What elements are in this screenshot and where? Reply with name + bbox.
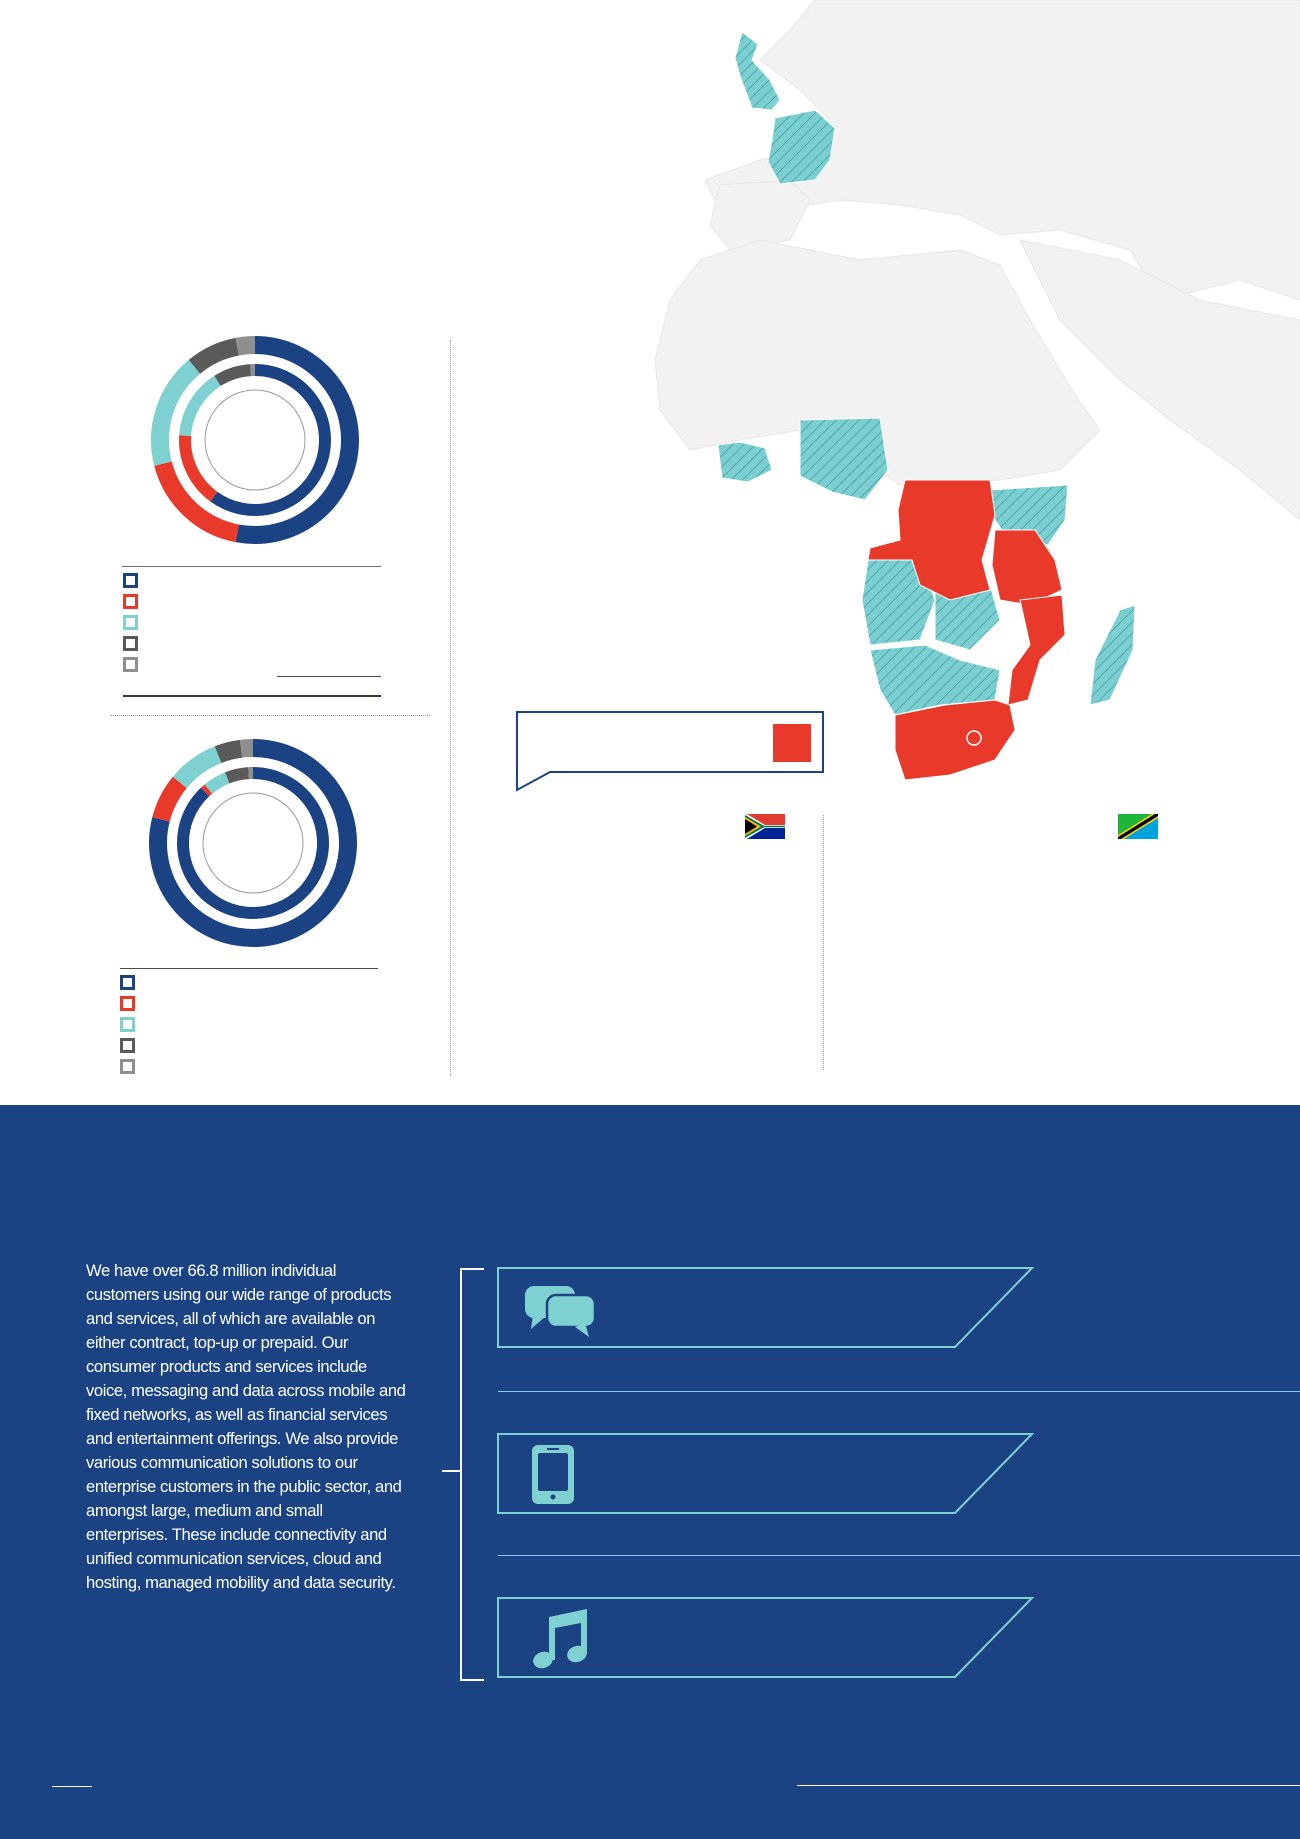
service-separator <box>498 1555 1300 1556</box>
chat-bubbles-icon <box>525 1286 597 1337</box>
legend-1-item <box>123 654 146 675</box>
donut-chart-2 <box>149 739 357 947</box>
legend-1-bottom-rule <box>123 695 381 697</box>
service-banner-entertainment <box>497 1597 1035 1678</box>
donut-2-inner-slice-1 <box>177 767 329 919</box>
coverage-map <box>654 0 1300 781</box>
donut-2-outer-slice-1 <box>149 739 357 947</box>
map-region-west-africa <box>717 441 773 483</box>
map-region-lesotho <box>966 730 982 746</box>
legend-1-top-rule <box>122 566 381 567</box>
donut-1-outer-slice-1 <box>235 336 359 544</box>
map-region-united-kingdom <box>734 31 781 111</box>
map-region-france <box>767 109 836 185</box>
donut-1-outer-slice-4 <box>188 337 240 374</box>
legend-2 <box>120 972 143 1077</box>
donut-2-inner-slice-4 <box>225 767 250 784</box>
map-land-europe-asia <box>704 0 1300 301</box>
legend-swatch-red <box>123 594 138 609</box>
legend-1-item <box>123 591 146 612</box>
map-land-middle-east <box>1019 239 1300 521</box>
donut-2-outer-slice-4 <box>214 739 243 764</box>
services-band <box>0 1105 1300 1839</box>
service-banner-mobile <box>497 1433 1035 1514</box>
tanzania-flag-icon <box>1118 814 1158 839</box>
legend-swatch-red <box>120 996 135 1011</box>
map-region-nigeria-cameroon <box>799 417 889 501</box>
map-region-tanzania <box>991 529 1063 606</box>
service-banner-messaging <box>497 1267 1035 1348</box>
map-region-south-africa <box>894 699 1016 781</box>
map-legend-callout <box>516 711 824 792</box>
map-region-dr-congo <box>867 479 996 601</box>
donut-2-outer-slice-3 <box>172 746 222 789</box>
legend-1-item <box>123 612 146 633</box>
donut-1-inner-slice-4 <box>214 364 252 387</box>
map-region-madagascar <box>1089 604 1136 706</box>
donut-1-inner-slice-2 <box>179 435 218 502</box>
donut-1-inner-circle <box>204 389 306 491</box>
legend-1 <box>123 570 146 675</box>
donut-1-outer-slice-5 <box>235 336 256 356</box>
donut-1-outer-slice-3 <box>151 359 201 466</box>
column-divider-middle <box>823 815 824 1070</box>
legend-swatch-teal <box>123 615 138 630</box>
service-separator <box>498 1391 1300 1392</box>
legend-swatch-dark-grey <box>120 1038 135 1053</box>
column-divider-left <box>450 340 451 1076</box>
legend-2-item <box>120 1014 143 1035</box>
section-divider-dotted <box>110 715 430 716</box>
callout-box <box>516 711 824 792</box>
legend-1-total-rule <box>277 676 381 677</box>
donut-2-inner-slice-2 <box>200 784 213 797</box>
legend-swatch-light-grey <box>123 657 138 672</box>
donut-2-outer-slice-5 <box>239 739 254 758</box>
donut-2-outer-slice-2 <box>152 776 187 822</box>
donut-1-inner-slice-1 <box>210 364 331 516</box>
music-note-icon <box>533 1609 587 1669</box>
callout-red-swatch <box>773 724 811 762</box>
legend-2-item <box>120 1056 143 1077</box>
legend-swatch-light-grey <box>120 1059 135 1074</box>
map-land-north-africa <box>654 239 1101 486</box>
donut-chart-1 <box>151 336 359 544</box>
donut-2-inner-slice-3 <box>204 772 230 794</box>
services-bracket-tick <box>442 1470 460 1472</box>
map-region-mozambique <box>1007 594 1066 706</box>
south-africa-flag-icon <box>745 814 785 839</box>
legend-2-item <box>120 993 143 1014</box>
legend-2-top-rule <box>120 968 378 969</box>
legend-swatch-navy <box>120 975 135 990</box>
legend-2-item <box>120 972 143 993</box>
donut-2-inner-circle <box>202 792 304 894</box>
footer-line-left <box>52 1786 92 1787</box>
footer-line-right <box>797 1785 1300 1786</box>
legend-swatch-dark-grey <box>123 636 138 651</box>
legend-swatch-navy <box>123 573 138 588</box>
donut-1-inner-slice-3 <box>179 375 221 437</box>
services-bracket <box>460 1268 484 1681</box>
legend-1-item <box>123 633 146 654</box>
legend-swatch-teal <box>120 1017 135 1032</box>
smartphone-icon <box>532 1445 574 1504</box>
legend-1-item <box>123 570 146 591</box>
intro-paragraph: We have over 66.8 million individual cus… <box>86 1261 406 1592</box>
donut-1-outer-slice-2 <box>154 461 240 543</box>
legend-2-item <box>120 1035 143 1056</box>
